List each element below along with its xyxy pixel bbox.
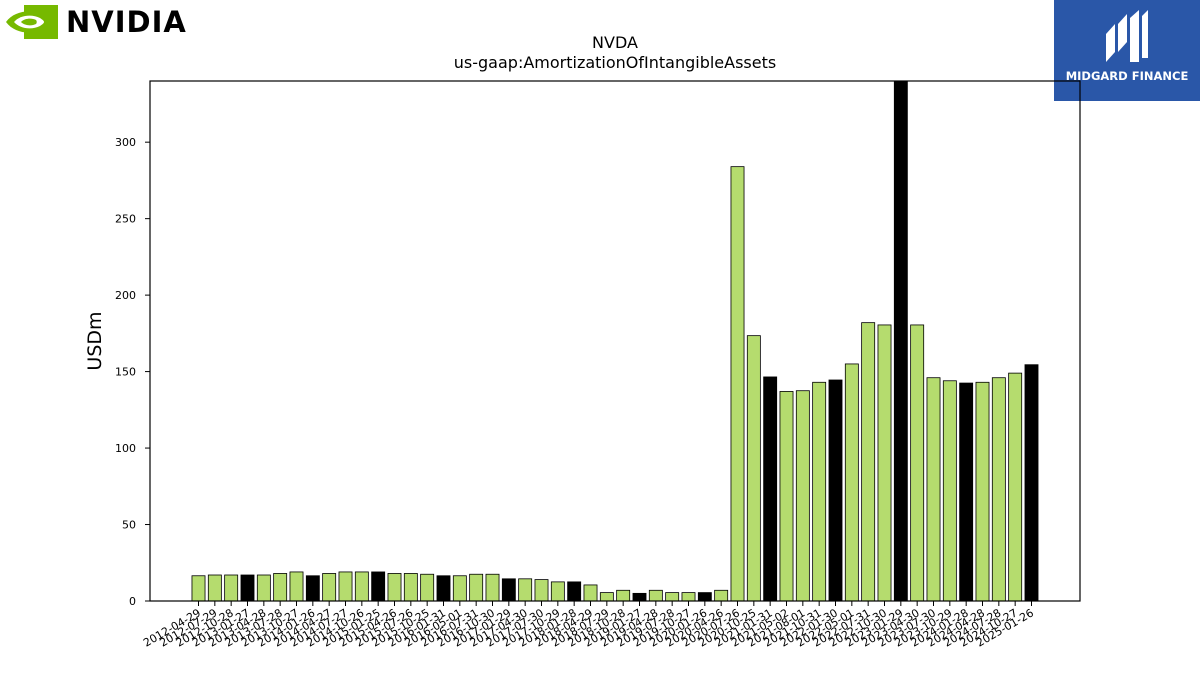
bar-2015-10-25 [420,573,435,602]
y-tick-label: 0 [129,595,136,608]
bar-2023-01-29 [893,80,908,602]
bar-2023-04-30 [910,324,925,602]
bar-2018-04-29 [583,584,598,602]
bar-2015-01-25 [371,571,386,602]
bar-2019-01-27 [632,592,647,602]
y-tick-label: 150 [115,366,136,379]
bar-2023-10-29 [942,380,957,602]
y-axis: 0 50 100 150 200 250 300 [115,136,150,608]
chart-subtitle: us-gaap:AmortizationOfIntangibleAssets [454,53,776,72]
y-tick-label: 50 [122,519,136,532]
bar-2022-05-01 [844,363,859,602]
bar-2021-08-01 [795,390,810,602]
bar-2016-10-30 [485,573,500,602]
bar-2019-10-27 [681,592,696,602]
nvidia-wordmark: NVIDIA [66,5,187,39]
bar-2021-10-31 [812,381,827,602]
midgard-finance-logo: MIDGARD FINANCE [1054,0,1200,101]
bar-2012-04-29 [191,575,206,602]
chart-title: NVDA [592,33,638,52]
y-axis-label: USDm [84,311,106,370]
bar-2017-01-29 [501,578,516,602]
bar-2014-10-26 [354,571,369,602]
bar-2020-10-25 [746,335,761,602]
bar-2021-05-02 [779,391,794,602]
x-axis: 2012-04-292012-07-292012-10-282013-01-27… [141,601,1036,650]
bar-2014-01-26 [305,575,320,602]
bar-2022-10-30 [877,324,892,602]
bar-2017-07-30 [534,579,549,602]
bar-2016-01-31 [436,575,451,602]
bar-2015-04-26 [387,573,402,602]
bar-2016-05-01 [452,575,467,602]
bar-2020-04-26 [714,589,729,602]
bar-2023-07-30 [926,377,941,602]
bar-2012-10-28 [224,574,239,602]
bar-2013-07-28 [273,573,288,602]
y-tick-label: 250 [115,213,136,226]
bar-2017-04-30 [518,578,533,602]
bar-2025-01-26 [1024,364,1039,602]
bar-2015-07-26 [403,573,418,602]
bar-2019-04-28 [648,589,663,602]
plot-frame [149,80,1081,602]
midgard-mark-icon [1106,10,1148,62]
bar-2013-10-27 [289,571,304,602]
bar-2024-04-28 [975,381,990,602]
bar-2014-07-27 [338,571,353,602]
bar-2018-07-29 [599,592,614,602]
bar-2016-07-31 [469,573,484,602]
midgard-wordmark: MIDGARD FINANCE [1065,69,1189,83]
y-tick-label: 200 [115,289,136,302]
bar-2019-07-28 [665,592,680,602]
y-tick-label: 100 [115,442,136,455]
bar-2020-01-26 [697,592,712,602]
bar-2018-01-28 [567,581,582,602]
bar-2020-07-26 [730,166,745,602]
nvidia-eye-icon [6,5,58,39]
bar-2013-04-28 [256,574,271,602]
nvidia-logo: NVIDIA [4,4,194,40]
bar-2022-07-31 [861,322,876,602]
bar-2012-07-29 [207,574,222,602]
bar-2013-01-27 [240,574,255,602]
y-tick-label: 300 [115,136,136,149]
bar-2018-10-28 [616,589,631,602]
bar-2024-01-28 [959,382,974,602]
bar-2017-10-29 [550,581,565,602]
bar-2022-01-30 [828,379,843,602]
bars-group [191,80,1039,602]
bar-2024-10-27 [1008,372,1023,602]
bar-2021-01-31 [763,376,778,602]
bar-2024-07-28 [991,377,1006,602]
bar-2014-04-27 [322,573,337,602]
